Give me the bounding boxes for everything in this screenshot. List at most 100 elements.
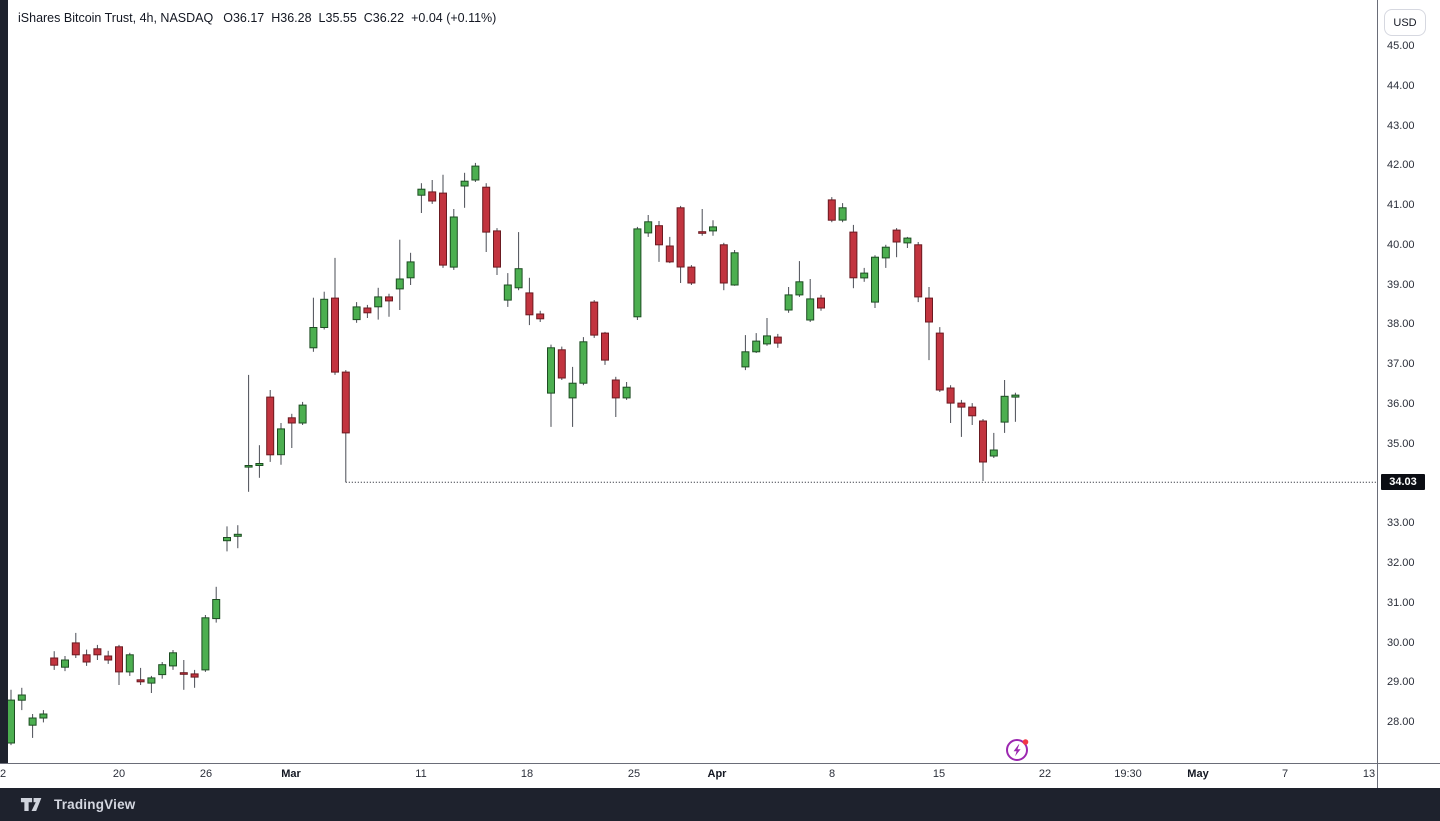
time-tick-label: 8 [828,768,836,780]
candle [104,650,113,664]
candle [741,335,750,371]
candle [125,652,134,676]
time-tick-label: 11 [415,768,427,780]
candle [255,445,264,478]
candle [709,220,717,236]
candle [946,385,955,423]
candle [352,302,361,323]
candle [968,403,977,425]
price-tick-label: 42.00 [1387,159,1415,172]
candle [849,224,858,289]
candle [871,255,879,308]
candle [147,675,156,693]
candle [277,423,285,465]
candle [406,252,415,285]
time-tick-label: 25 [627,768,641,780]
time-tick-label: 26 [199,768,213,780]
candle [881,244,890,268]
candle [698,209,707,236]
candle [320,291,329,330]
time-tick-label: 20 [112,768,126,780]
candle [644,215,653,237]
candle [503,273,512,307]
candle [93,644,102,660]
price-tick-label: 29.00 [1387,676,1415,689]
candle [223,526,231,552]
candle [665,236,674,264]
candle [979,419,987,481]
candle [17,687,26,711]
time-tick-label: 15 [932,768,946,780]
candle [331,257,339,375]
candle [233,525,242,549]
candle [201,615,210,672]
price-tick-label: 37.00 [1387,358,1415,371]
candle [115,644,123,685]
candle [460,172,469,208]
price-tick-label: 38.00 [1387,318,1415,331]
candle [957,399,966,437]
candle [925,287,933,361]
candle [449,209,458,270]
magic-assistant-button[interactable] [1004,736,1031,763]
price-tick-label: 28.00 [1387,716,1415,728]
legend-close-value: C36.22 [363,11,405,25]
candle [838,203,847,223]
candle [633,226,642,320]
candle [169,650,177,670]
candle [385,293,393,317]
candle [773,333,782,348]
bottom-brand-bar: TradingView [0,788,1440,821]
price-tick-label: 41.00 [1387,199,1415,212]
legend-low-value: L35.55 [318,11,357,25]
candle [687,265,696,285]
price-tick-label: 36.00 [1387,397,1415,410]
candle [763,318,771,346]
candle [514,232,523,291]
candle [935,327,944,392]
candle [568,366,577,427]
candle [655,221,663,262]
candle [298,401,307,425]
candle [622,382,631,400]
candle [611,376,620,417]
candle [39,710,48,723]
time-tick-label: 2 [0,768,7,780]
candlestick-chart-canvas[interactable] [0,0,1377,763]
price-tick-label: 45.00 [1387,40,1415,52]
symbol-title[interactable]: iShares Bitcoin Trust, 4h, NASDAQ [18,11,214,25]
candle [676,205,685,283]
candle [28,714,37,738]
candle [439,174,447,268]
candle [903,236,912,248]
magic-wand-icon [1006,739,1029,761]
currency-toggle-button[interactable]: USD [1384,9,1426,36]
candle [730,250,739,286]
candle [784,287,793,313]
time-tick-label: 19:30 [1114,768,1142,780]
legend-high-value: H36.28 [271,11,312,25]
price-tick-label: 44.00 [1387,79,1415,92]
price-axis[interactable]: USD 45.00 44.00 43.00 42.00 41.00 40.00 39.00 3… [1377,0,1440,763]
time-tick-label: 7 [1281,768,1289,780]
time-tick-label: 18 [520,768,534,780]
candle [1000,380,1009,433]
price-tick-label: 39.00 [1387,278,1415,291]
legend-change-value: +0.04 (+0.11%) [411,11,497,25]
time-tick-label: Apr [707,768,727,780]
candle [190,669,199,688]
tradingview-logo[interactable]: TradingView [20,797,135,812]
candle [817,294,825,311]
price-tick-label: 31.00 [1387,596,1415,609]
time-tick-label: May [1187,768,1209,780]
candle [471,162,480,182]
time-tick-label: Mar [281,768,301,780]
price-tick-label: 30.00 [1387,636,1415,649]
candle [179,660,188,690]
candle [309,297,318,352]
candle [493,228,501,275]
candle [266,390,275,462]
candle [82,649,91,666]
time-axis[interactable]: 2 20 26 Mar 11 18 25 Apr 8 15 22 19:30 May 7 13 [0,763,1440,788]
